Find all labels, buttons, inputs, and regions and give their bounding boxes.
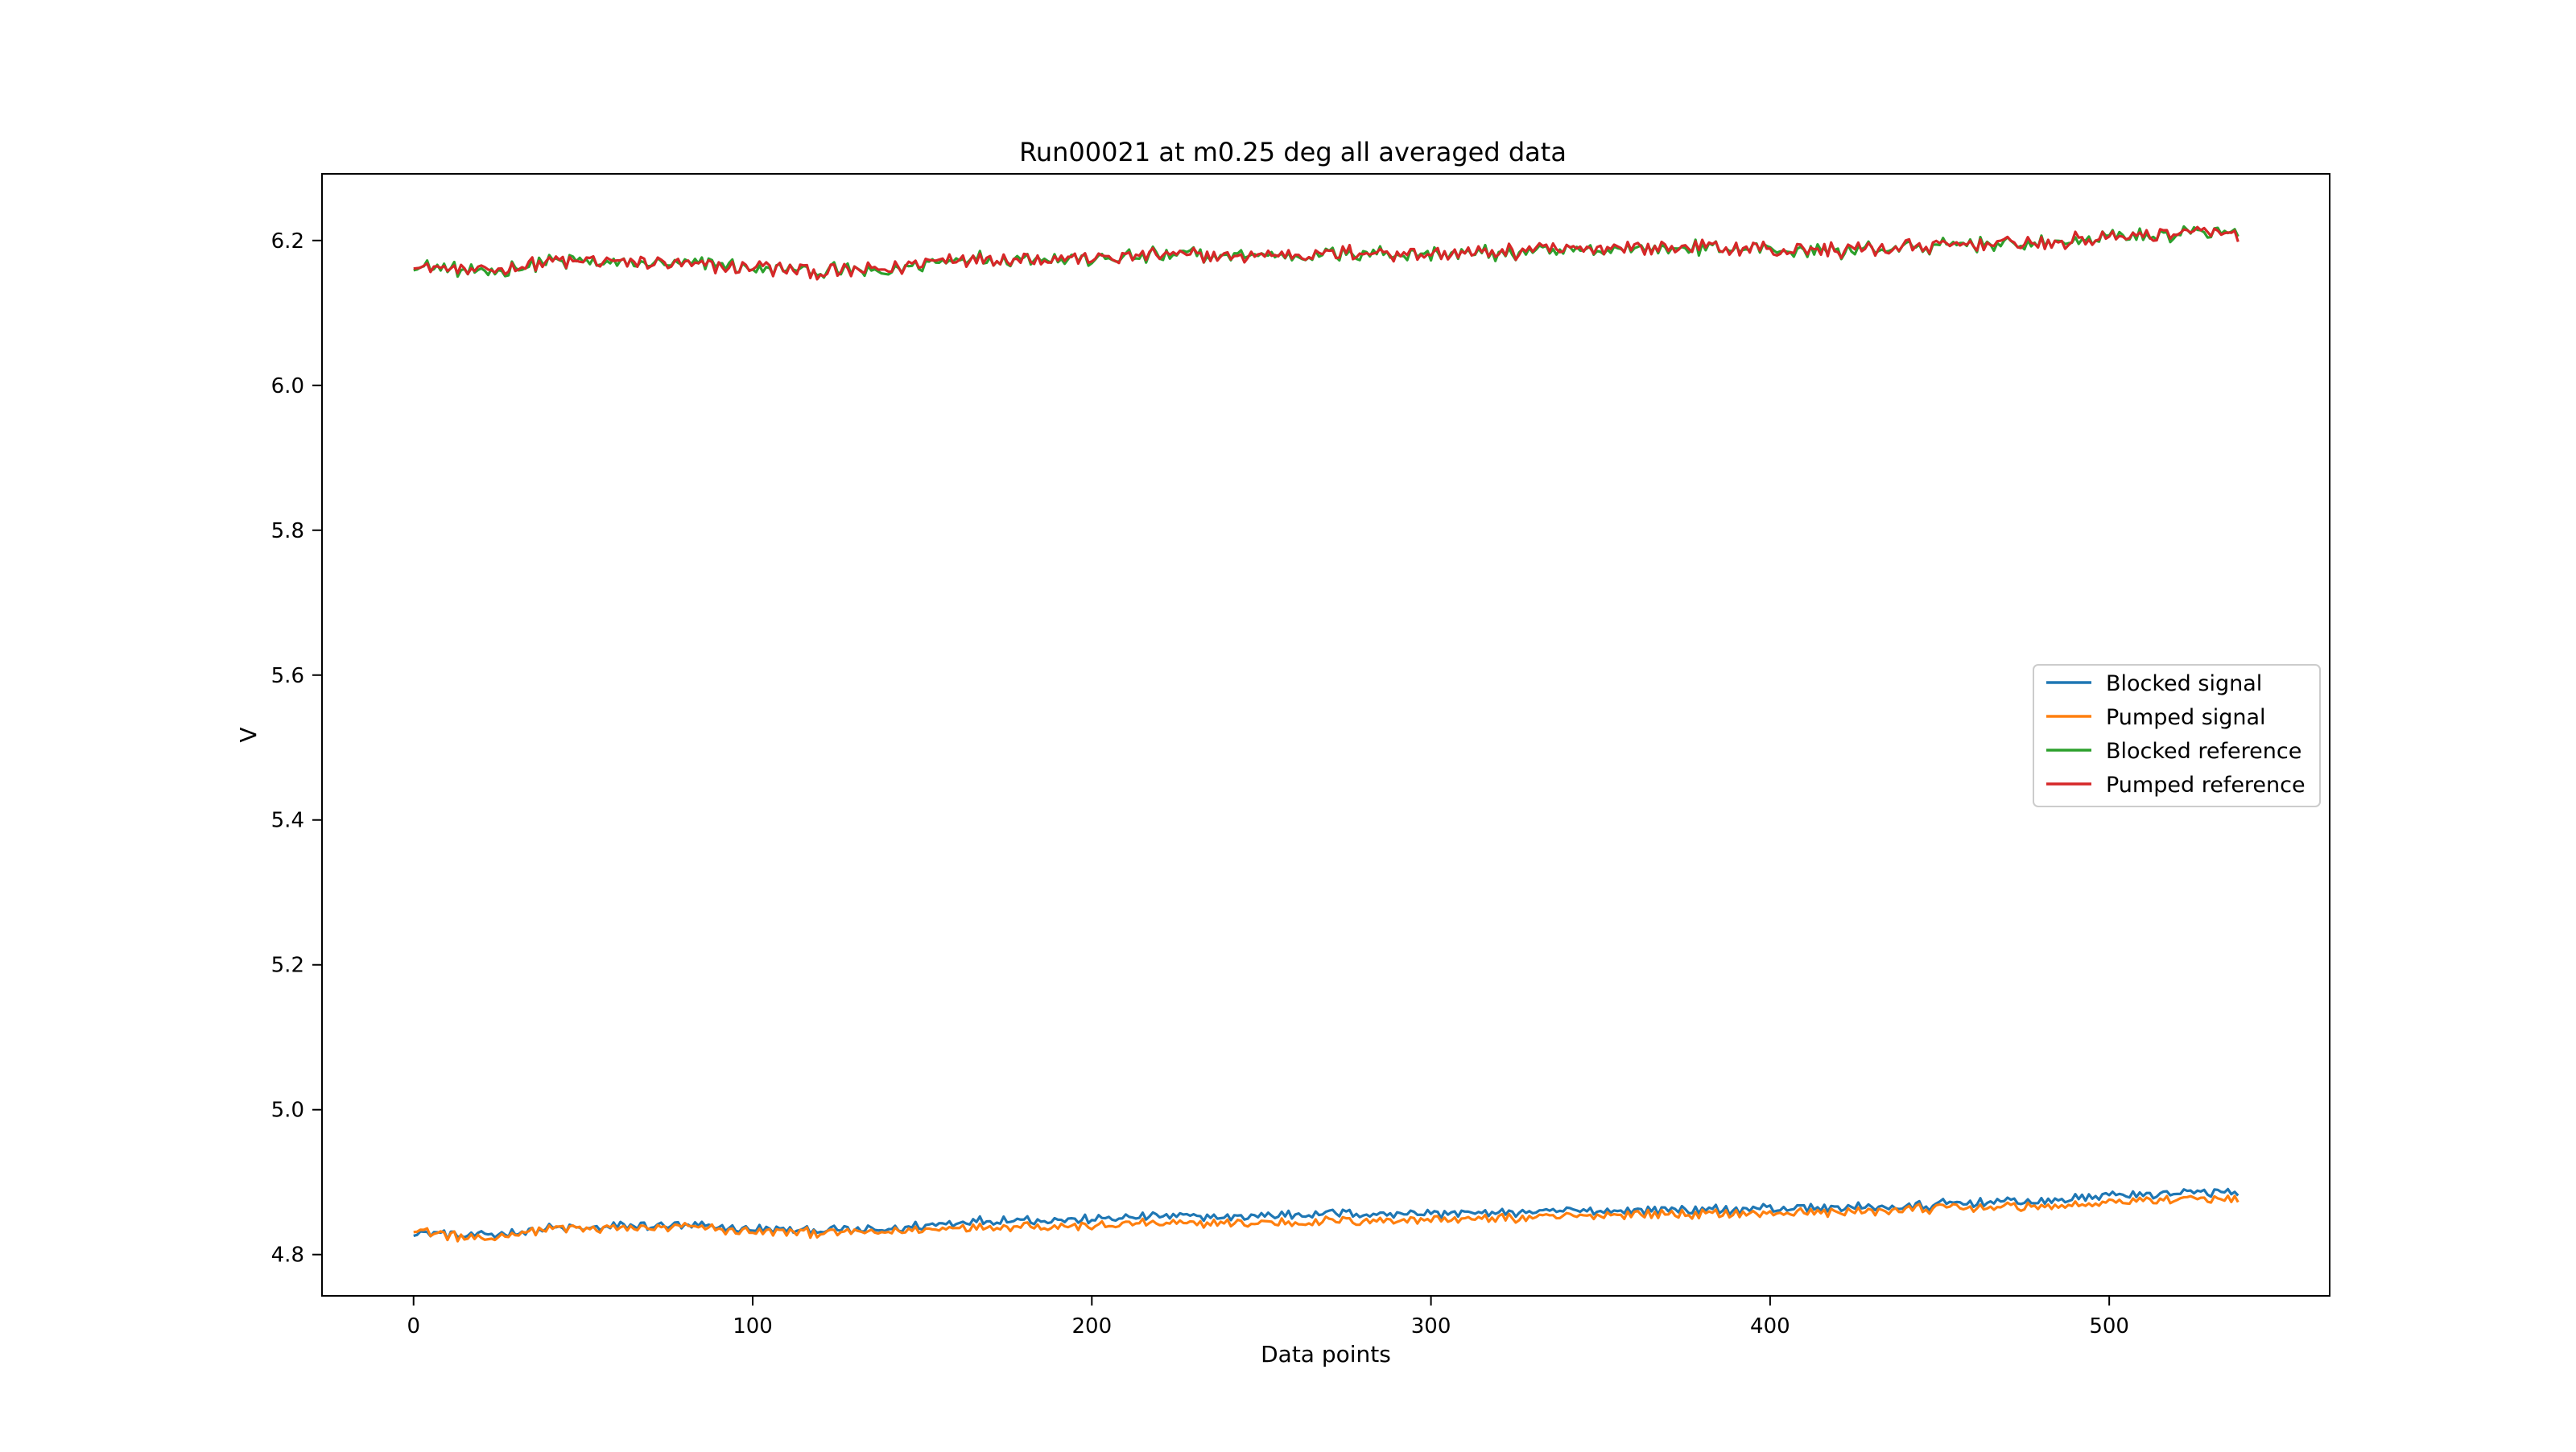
x-tick-label: 200 (1071, 1314, 1112, 1339)
x-tick-label: 0 (407, 1314, 420, 1339)
y-tick-label: 5.6 (271, 664, 304, 688)
y-tick-label: 5.4 (271, 809, 304, 833)
x-tick-label: 400 (1750, 1314, 1790, 1339)
legend-label: Pumped reference (2106, 773, 2306, 798)
legend-box (2033, 664, 2321, 807)
legend-label: Blocked signal (2106, 671, 2262, 696)
x-tick-label: 500 (2089, 1314, 2129, 1339)
y-tick-label: 5.2 (271, 954, 304, 978)
y-axis-ticks: 4.8 5.0 5.2 5.4 5.6 5.8 6.0 6.2 (271, 229, 322, 1268)
y-tick-label: 6.2 (271, 229, 304, 254)
x-tick-label: 100 (733, 1314, 773, 1339)
y-tick-label: 5.8 (271, 519, 304, 543)
legend-label: Pumped signal (2106, 705, 2266, 730)
plot-frame (321, 173, 2330, 1297)
chart-title: Run00021 at m0.25 deg all averaged data (1019, 137, 1567, 167)
legend: Blocked signal Pumped signal Blocked refer… (2033, 664, 2321, 807)
series-layer (413, 225, 2240, 1243)
y-tick-label: 5.0 (271, 1099, 304, 1123)
legend-label: Blocked reference (2106, 739, 2301, 764)
x-axis-label: Data points (1261, 1341, 1391, 1367)
series-line-pumped-signal (413, 1194, 2240, 1243)
y-tick-label: 6.0 (271, 374, 304, 398)
x-tick-label: 300 (1411, 1314, 1451, 1339)
x-axis-ticks: 0 100 200 300 400 500 (407, 1296, 2129, 1339)
y-tick-label: 4.8 (271, 1244, 304, 1268)
y-axis-label: V (235, 727, 262, 742)
series-line-pumped-reference (413, 225, 2240, 281)
